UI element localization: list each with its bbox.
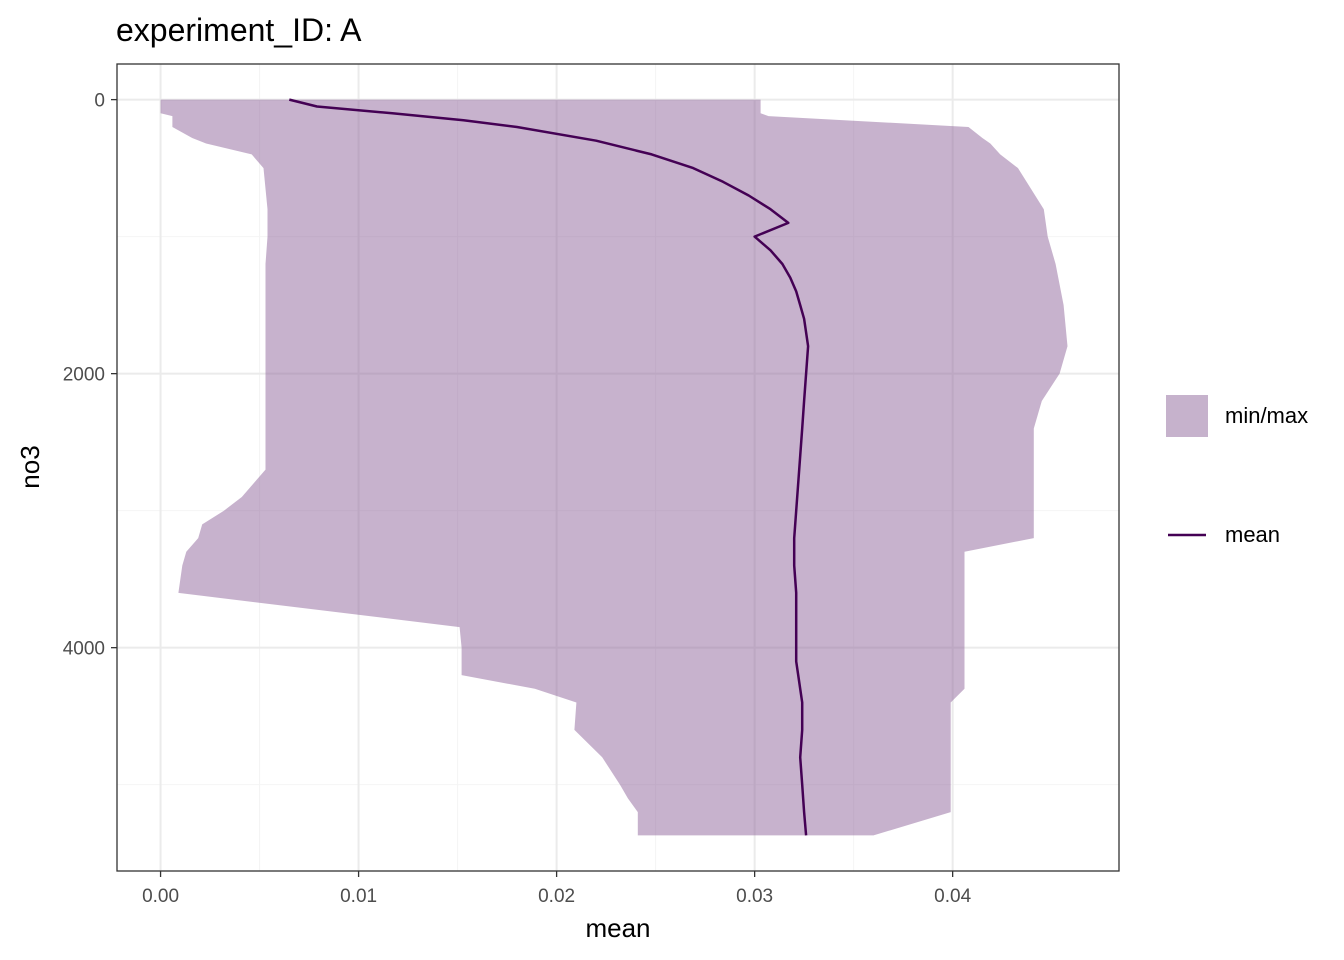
legend-label-min-max: min/max [1225, 403, 1308, 428]
mean-line-path [288, 98, 810, 836]
y-axis: 0 2000 4000 [63, 91, 117, 660]
mean-line [288, 98, 810, 836]
x-tick-label: 0.01 [340, 886, 377, 907]
y-tick-label: 4000 [63, 639, 105, 660]
x-axis: 0.00 0.01 0.02 0.03 0.04 [142, 871, 972, 907]
grid-lines [117, 64, 1119, 871]
legend: min/max mean [1166, 395, 1308, 547]
legend-key-min-max [1166, 395, 1208, 437]
x-tick-label: 0.03 [736, 886, 773, 907]
plot-panel-border [116, 63, 1120, 872]
x-axis-title: mean [585, 913, 650, 943]
min-max-ribbon [160, 99, 1068, 836]
y-tick-label: 2000 [63, 365, 105, 386]
ribbon-area [160, 99, 1068, 836]
legend-label-mean: mean [1225, 522, 1280, 547]
x-tick-label: 0.04 [934, 886, 971, 907]
chart-title: experiment_ID: A [116, 12, 362, 48]
y-axis-title: no3 [15, 445, 45, 488]
y-tick-label: 0 [94, 91, 105, 112]
x-tick-label: 0.00 [142, 886, 179, 907]
x-tick-label: 0.02 [538, 886, 575, 907]
